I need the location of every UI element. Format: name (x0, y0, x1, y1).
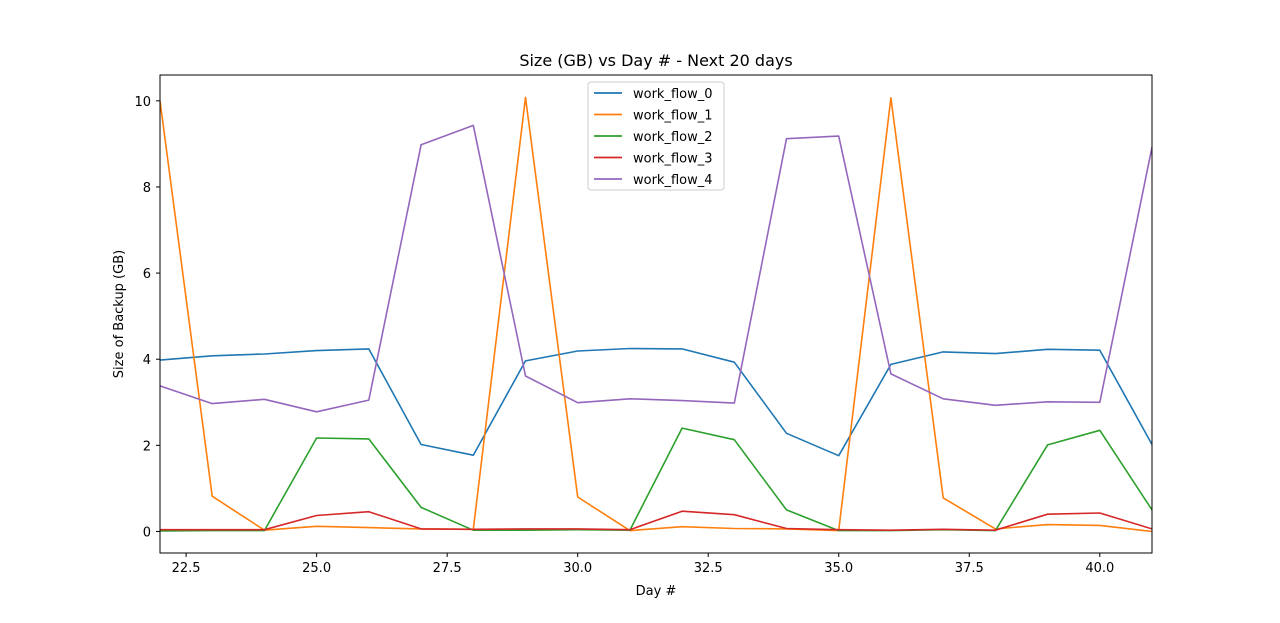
x-tick-label: 25.0 (302, 561, 331, 576)
y-tick-label: 10 (134, 95, 151, 110)
y-tick-label: 4 (143, 353, 151, 368)
y-axis: 0 2 4 6 8 10 (134, 95, 160, 540)
legend: work_flow_0 work_flow_1 work_flow_2 work_fl… (587, 81, 725, 191)
series-line-work-flow-4 (160, 124, 1152, 413)
y-tick-label: 2 (143, 439, 151, 454)
x-axis-label: Day # (636, 584, 677, 599)
x-tick-label: 37.5 (955, 561, 984, 576)
chart-title: Size (GB) vs Day # - Next 20 days (519, 51, 792, 70)
x-tick-label: 30.0 (563, 561, 592, 576)
legend-entry: work_flow_0 (633, 87, 713, 102)
series-line-work-flow-0 (160, 347, 1152, 457)
legend-entry: work_flow_4 (633, 173, 713, 188)
series-line-work-flow-1 (160, 96, 1152, 533)
x-tick-label: 35.0 (824, 561, 853, 576)
series-line-work-flow-3 (160, 510, 1152, 532)
legend-entry: work_flow_1 (633, 109, 713, 124)
x-tick-label: 22.5 (172, 561, 201, 576)
y-tick-label: 8 (143, 181, 151, 196)
legend-entry: work_flow_3 (633, 152, 713, 167)
legend-frame (587, 81, 725, 191)
x-axis: 22.5 25.0 27.5 30.0 32.5 35.0 37.5 40.0 (172, 553, 1114, 576)
x-tick-label: 40.0 (1085, 561, 1114, 576)
x-tick-label: 27.5 (433, 561, 462, 576)
legend-entry: work_flow_2 (633, 130, 713, 145)
x-tick-label: 32.5 (694, 561, 723, 576)
plot-frame (159, 74, 1153, 554)
y-tick-label: 6 (143, 267, 151, 282)
y-tick-label: 0 (143, 525, 151, 540)
y-axis-label: Size of Backup (GB) (112, 250, 127, 378)
